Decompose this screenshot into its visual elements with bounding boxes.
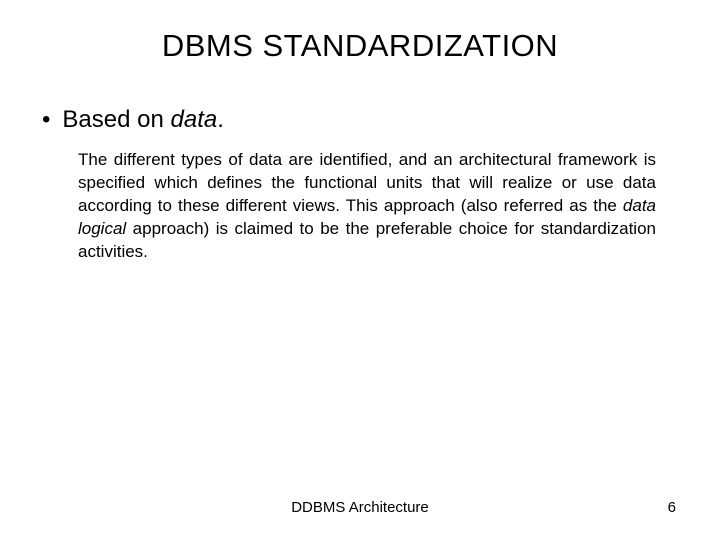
body-part2: approach) is claimed to be the preferabl…	[78, 219, 656, 261]
footer: DDBMS Architecture	[0, 499, 720, 516]
footer-label: DDBMS Architecture	[291, 499, 429, 516]
body-part1: The different types of data are identifi…	[78, 150, 656, 215]
bullet-suffix: .	[217, 106, 224, 133]
page-number: 6	[668, 499, 676, 516]
slide-container: DBMS STANDARDIZATION • Based on data. Th…	[0, 0, 720, 540]
slide-title: DBMS STANDARDIZATION	[60, 28, 660, 64]
bullet-italic: data	[171, 106, 218, 133]
bullet-marker: •	[42, 106, 50, 135]
body-paragraph: The different types of data are identifi…	[78, 149, 656, 264]
bullet-item: • Based on data.	[42, 106, 660, 135]
bullet-prefix: Based on	[62, 106, 170, 133]
bullet-text: Based on data.	[62, 106, 223, 135]
